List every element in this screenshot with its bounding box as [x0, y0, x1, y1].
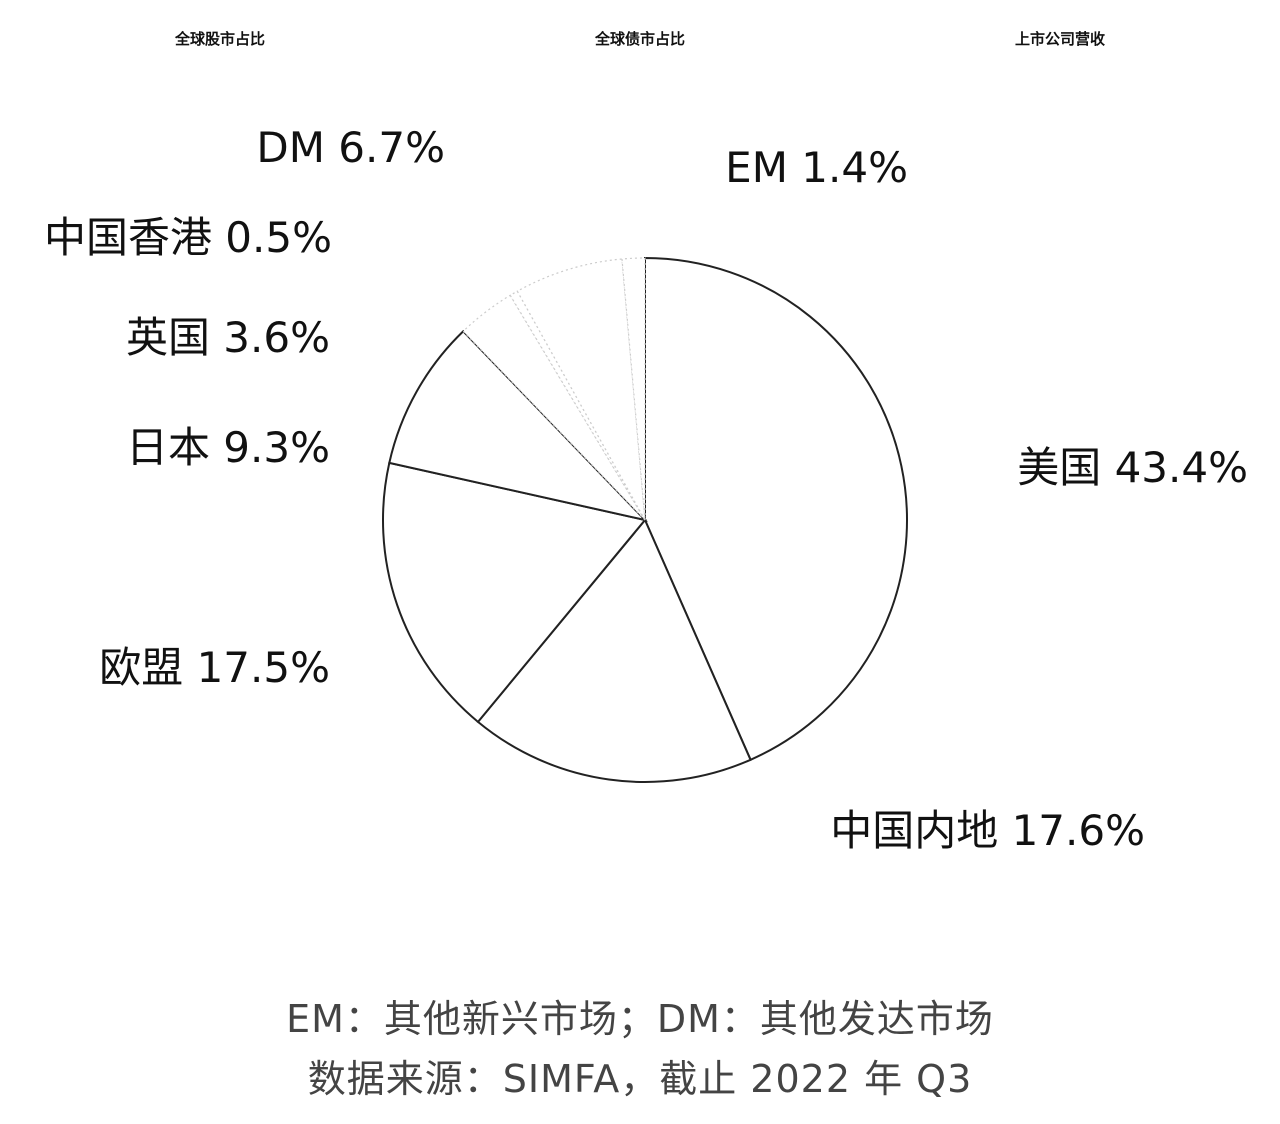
slice-label-em: EM 1.4%: [725, 143, 908, 192]
pie-slices: [382, 256, 908, 783]
slice-label-eu: 欧盟 17.5%: [99, 643, 330, 692]
pie-slice-em: [621, 257, 646, 521]
legend-note: EM：其他新兴市场；DM：其他发达市场: [286, 997, 994, 1041]
pie-slice-us: [644, 256, 908, 762]
tab-global-bond-share[interactable]: 全球债市占比: [594, 30, 686, 48]
slice-label-japan: 日本 9.3%: [126, 423, 330, 472]
slice-label-uk: 英国 3.6%: [126, 313, 330, 362]
slice-label-china-mainland: 中国内地 17.6%: [830, 806, 1145, 855]
pie-slice-eu: [382, 461, 647, 724]
tab-global-stock-share[interactable]: 全球股市占比: [174, 30, 266, 48]
pie-labels: 美国 43.4% EM 1.4% DM 6.7% 中国香港 0.5% 英国 3.6% 日本…: [44, 123, 1248, 855]
source-note: 数据来源：SIMFA，截止 2022 年 Q3: [307, 1057, 973, 1101]
pie-slice-japan: [388, 329, 649, 522]
chart-tabs: 全球股市占比 全球债市占比 上市公司营收: [0, 0, 1280, 80]
tab-listed-company-revenue[interactable]: 上市公司营收: [1014, 30, 1106, 48]
slice-label-us: 美国 43.4%: [1017, 443, 1248, 492]
slice-label-hongkong: 中国香港 0.5%: [44, 213, 332, 262]
pie-slice-dm: [516, 258, 646, 521]
slice-label-dm: DM 6.7%: [256, 123, 445, 172]
pie-slice-china-mainland: [476, 518, 752, 783]
